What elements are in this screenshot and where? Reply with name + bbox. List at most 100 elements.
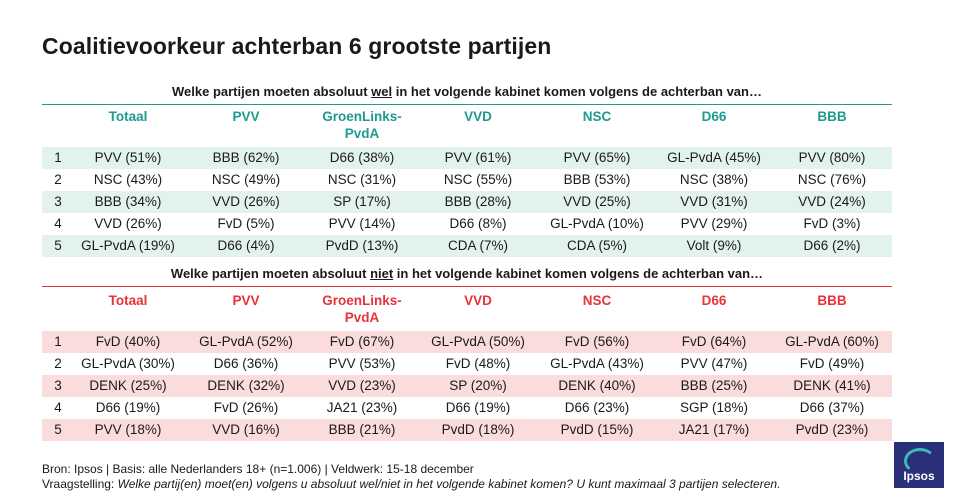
table-cell: PvdD (18%) (441, 422, 515, 437)
rank-number: 3 (54, 378, 62, 393)
table-cell: PVV (29%) (680, 216, 748, 231)
rank-number: 1 (54, 334, 62, 349)
table-cell: VVD (31%) (680, 194, 748, 209)
table-cell: D66 (38%) (329, 150, 395, 165)
column-header-wel-2: GroenLinks- PvdA (322, 109, 402, 141)
table-cell: SP (20%) (449, 378, 507, 393)
table-cell: GL-PvdA (43%) (550, 356, 644, 371)
table-row: 3 BBB (34%) VVD (26%) SP (17%) BBB (28%) VVD … (42, 191, 892, 213)
table-cell: VVD (26%) (94, 216, 162, 231)
column-header-wel-3: VVD (464, 109, 492, 124)
table-cell: D66 (2%) (803, 238, 861, 253)
table-cell: GL-PvdA (10%) (550, 216, 644, 231)
table-cell: JA21 (17%) (678, 422, 750, 437)
table-cell: NSC (55%) (443, 172, 513, 187)
rank-number: 2 (54, 172, 62, 187)
table-cell: VVD (25%) (563, 194, 631, 209)
table-row: 2 GL-PvdA (30%) D66 (36%) PVV (53%) FvD (48%… (42, 353, 892, 375)
table-cell: FvD (64%) (681, 334, 747, 349)
table-row: 1 FvD (40%) GL-PvdA (52%) FvD (67%) GL-PvdA … (42, 331, 892, 353)
column-header-niet-6: BBB (817, 293, 847, 308)
table-row: 4 VVD (26%) FvD (5%) PVV (14%) D66 (8%) GL-Pv… (42, 213, 892, 235)
table-cell: PvdD (23%) (795, 422, 869, 437)
table-cell: GL-PvdA (19%) (81, 238, 175, 253)
table-cell: PvdD (13%) (325, 238, 399, 253)
question-niet: Welke partijen moeten absoluut niet in h… (170, 266, 764, 281)
table-cell: PVV (14%) (328, 216, 396, 231)
rank-number: 4 (54, 400, 62, 415)
column-header-wel-6: BBB (817, 109, 847, 124)
column-header-wel-4: NSC (582, 109, 612, 124)
table-row: 5 PVV (18%) VVD (16%) BBB (21%) PvdD (18%) Pv… (42, 419, 892, 441)
table-cell: BBB (53%) (563, 172, 631, 187)
table-row: 5 GL-PvdA (19%) D66 (4%) PvdD (13%) CDA (7%)… (42, 235, 892, 257)
table-cell: D66 (8%) (449, 216, 507, 231)
table-cell: GL-PvdA (30%) (81, 356, 175, 371)
table-cell: FvD (3%) (803, 216, 861, 231)
table-row: 3 DENK (25%) DENK (32%) VVD (23%) SP (20%) DE… (42, 375, 892, 397)
logo-swirl-icon (904, 448, 936, 474)
table-row: 2 NSC (43%) NSC (49%) NSC (31%) NSC (55%) BBB… (42, 169, 892, 191)
rank-number: 5 (54, 422, 62, 437)
table-row: 4 D66 (19%) FvD (26%) JA21 (23%) D66 (19%) D6… (42, 397, 892, 419)
table-cell: PVV (47%) (680, 356, 748, 371)
question-note: Vraagstelling: Welke partij(en) moet(en)… (42, 477, 781, 491)
table-cell: NSC (38%) (679, 172, 749, 187)
rank-number: 1 (54, 150, 62, 165)
table-cell: GL-PvdA (60%) (785, 334, 879, 349)
table-cell: FvD (56%) (564, 334, 630, 349)
divider-niet (42, 286, 892, 287)
source-note: Bron: Ipsos | Basis: alle Nederlanders 1… (42, 462, 474, 476)
table-cell: D66 (23%) (564, 400, 630, 415)
table-cell: VVD (24%) (798, 194, 866, 209)
table-cell: FvD (48%) (445, 356, 511, 371)
table-cell: PVV (51%) (94, 150, 162, 165)
table-cell: BBB (21%) (328, 422, 396, 437)
table-cell: BBB (62%) (212, 150, 280, 165)
table-cell: PVV (80%) (798, 150, 866, 165)
column-header-niet-4: NSC (582, 293, 612, 308)
rank-number: 3 (54, 194, 62, 209)
table-cell: VVD (26%) (212, 194, 280, 209)
table-cell: PvdD (15%) (560, 422, 634, 437)
table-cell: JA21 (23%) (326, 400, 398, 415)
table-cell: PVV (18%) (94, 422, 162, 437)
column-header-wel-5: D66 (701, 109, 727, 124)
table-cell: D66 (19%) (445, 400, 511, 415)
column-header-niet-5: D66 (701, 293, 727, 308)
table-cell: CDA (5%) (566, 238, 627, 253)
table-cell: SP (17%) (333, 194, 391, 209)
table-cell: FvD (40%) (95, 334, 161, 349)
table-row: 1 PVV (51%) BBB (62%) D66 (38%) PVV (61%) PVV… (42, 147, 892, 169)
table-cell: CDA (7%) (447, 238, 508, 253)
table-cell: DENK (40%) (558, 378, 636, 393)
table-cell: FvD (5%) (217, 216, 275, 231)
column-header-wel-0: Totaal (108, 109, 148, 124)
column-header-niet-3: VVD (464, 293, 492, 308)
table-cell: FvD (26%) (213, 400, 279, 415)
table-cell: BBB (28%) (444, 194, 512, 209)
column-header-niet-1: PVV (232, 293, 260, 308)
rank-number: 2 (54, 356, 62, 371)
table-cell: NSC (49%) (211, 172, 281, 187)
table-cell: VVD (23%) (328, 378, 396, 393)
column-header-niet-2: GroenLinks- PvdA (322, 293, 402, 325)
table-cell: NSC (31%) (327, 172, 397, 187)
rank-number: 5 (54, 238, 62, 253)
table-cell: DENK (32%) (207, 378, 285, 393)
rank-number: 4 (54, 216, 62, 231)
table-cell: D66 (36%) (213, 356, 279, 371)
table-cell: BBB (25%) (680, 378, 748, 393)
table-cell: Volt (9%) (686, 238, 742, 253)
table-cell: PVV (53%) (328, 356, 396, 371)
table-cell: NSC (76%) (797, 172, 867, 187)
column-header-niet-0: Totaal (108, 293, 148, 308)
table-cell: VVD (16%) (212, 422, 280, 437)
table-cell: DENK (25%) (89, 378, 167, 393)
table-cell: D66 (19%) (95, 400, 161, 415)
table-cell: DENK (41%) (793, 378, 871, 393)
table-cell: BBB (34%) (94, 194, 162, 209)
divider-wel (42, 104, 892, 105)
table-cell: D66 (37%) (799, 400, 865, 415)
table-cell: SGP (18%) (679, 400, 749, 415)
